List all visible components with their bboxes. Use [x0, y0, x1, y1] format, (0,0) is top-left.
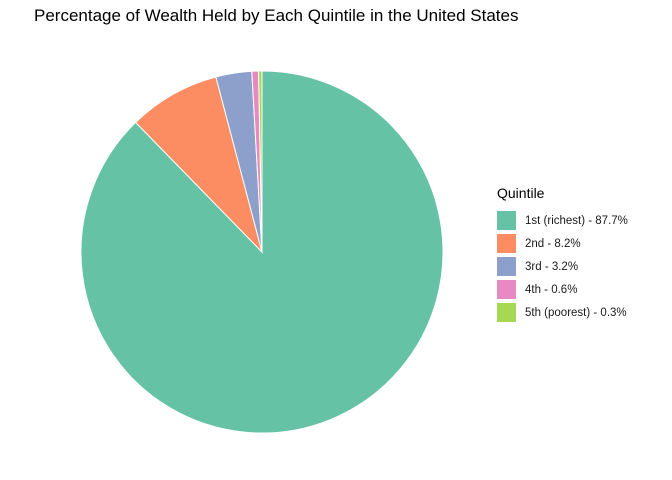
legend-label: 1st (richest) - 87.7%	[525, 214, 628, 227]
legend-label: 3rd - 3.2%	[525, 260, 579, 273]
legend-swatch	[497, 257, 516, 276]
legend-item: 4th - 0.6%	[497, 278, 628, 301]
legend-label: 2nd - 8.2%	[525, 237, 581, 250]
pie-slice-2	[134, 76, 263, 254]
legend-title: Quintile	[497, 185, 545, 201]
chart-title: Percentage of Wealth Held by Each Quinti…	[34, 6, 519, 25]
legend-item: 5th (poorest) - 0.3%	[497, 301, 628, 324]
legend-swatch	[497, 303, 516, 322]
legend: Quintile 1st (richest) - 87.7% 2nd - 8.2%…	[497, 185, 628, 324]
legend-swatch	[497, 211, 516, 230]
legend-item: 1st (richest) - 87.7%	[497, 209, 628, 232]
legend-swatch	[497, 280, 516, 299]
legend-label: 5th (poorest) - 0.3%	[525, 306, 627, 319]
legend-swatch	[497, 234, 516, 253]
legend-item: 3rd - 3.2%	[497, 255, 628, 278]
legend-item: 2nd - 8.2%	[497, 232, 628, 255]
legend-label: 4th - 0.6%	[525, 283, 578, 296]
legend-items: 1st (richest) - 87.7% 2nd - 8.2% 3rd - 3.2…	[497, 209, 628, 324]
pie-slice-5	[258, 70, 263, 253]
